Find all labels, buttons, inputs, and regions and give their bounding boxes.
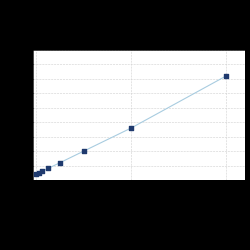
Point xyxy=(46,166,50,170)
Point xyxy=(37,171,41,175)
Point xyxy=(34,172,38,176)
X-axis label: Rat HAND2
Concentration (pg/ml): Rat HAND2 Concentration (pg/ml) xyxy=(104,193,174,204)
Point xyxy=(58,161,62,165)
Point xyxy=(40,169,44,173)
Y-axis label: OD: OD xyxy=(8,110,13,120)
Point xyxy=(224,74,228,78)
Point xyxy=(129,126,133,130)
Point xyxy=(82,149,86,153)
